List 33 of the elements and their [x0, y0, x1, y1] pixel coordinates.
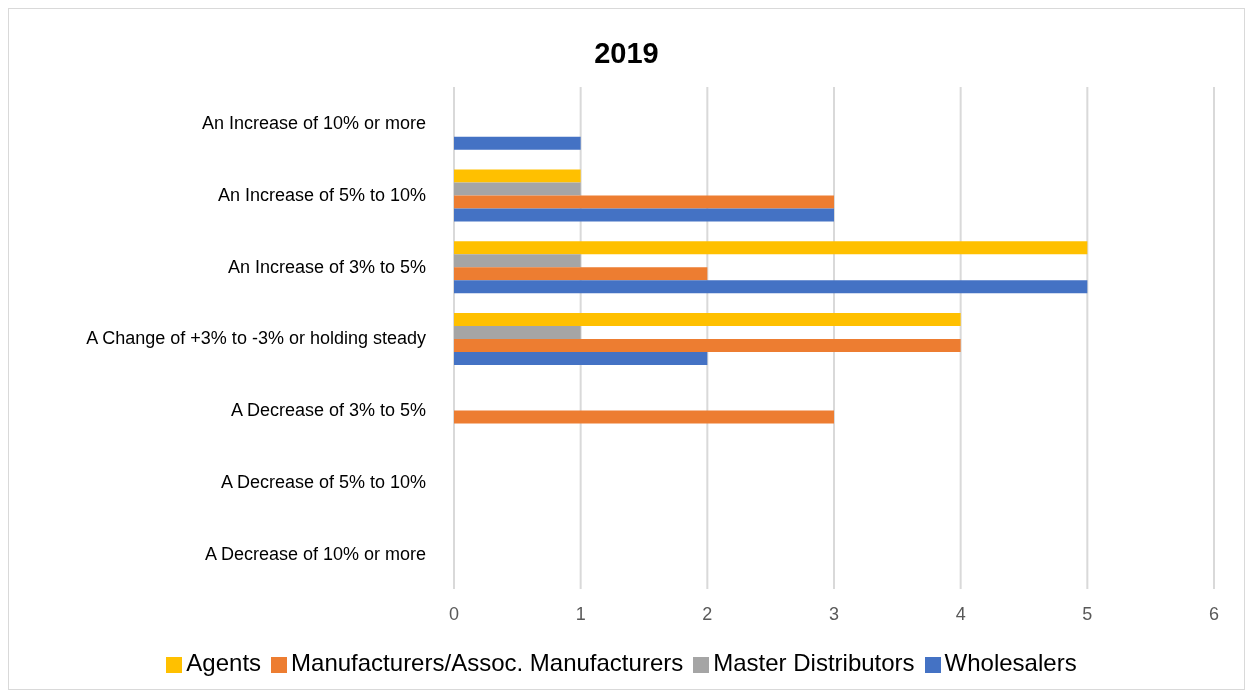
- x-tick-label: 4: [955, 603, 966, 624]
- bar: [454, 325, 581, 339]
- x-tick-label: 0: [448, 603, 460, 624]
- x-tick-label: 5: [1082, 603, 1093, 624]
- bar: [454, 254, 581, 268]
- chart-title: 2019: [593, 37, 660, 71]
- y-tick-label: An Increase of 10% or more: [201, 113, 426, 134]
- x-tick-label: 6: [1208, 603, 1220, 624]
- y-tick-label: An Increase of 3% to 5%: [227, 256, 426, 277]
- legend-label: Manufacturers/Assoc. Manufacturers: [291, 649, 684, 676]
- bar: [454, 182, 581, 196]
- bar: [454, 267, 708, 281]
- legend-label: Wholesalers: [944, 649, 1077, 676]
- bar: [454, 280, 1088, 294]
- y-tick-label: An Increase of 5% to 10%: [217, 184, 426, 205]
- bar: [454, 351, 708, 365]
- bar: [454, 241, 1088, 255]
- y-tick-label: A Decrease of 3% to 5%: [230, 400, 426, 421]
- y-tick-label: A Change of +3% to -3% or holding steady: [86, 328, 426, 349]
- legend-label: Agents: [186, 649, 262, 676]
- bar: [454, 208, 834, 222]
- bar: [454, 410, 834, 424]
- x-tick-label: 1: [575, 603, 586, 624]
- bar: [454, 195, 834, 209]
- y-tick-label: A Decrease of 5% to 10%: [220, 471, 426, 492]
- x-tick-label: 3: [828, 603, 840, 624]
- legend-label: Master Distributors: [713, 649, 915, 676]
- bar: [454, 338, 961, 352]
- y-tick-label: A Decrease of 10% or more: [204, 543, 426, 564]
- bar: [454, 169, 581, 183]
- bar: [454, 312, 961, 326]
- bar: [454, 136, 581, 150]
- x-tick-label: 2: [702, 603, 713, 624]
